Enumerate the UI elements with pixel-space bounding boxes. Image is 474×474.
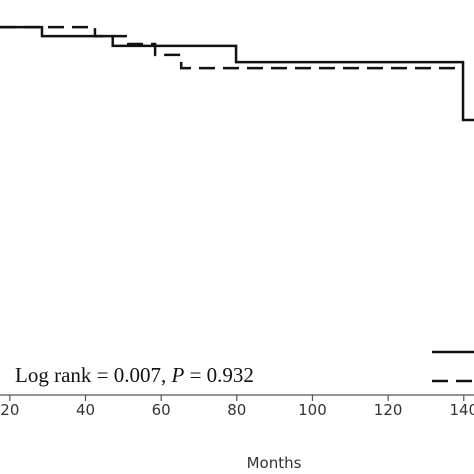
annotation-text: = 0.932 <box>184 363 254 387</box>
x-tick-label: 40 <box>76 401 95 419</box>
x-tick-label: 80 <box>227 401 246 419</box>
x-tick-label: 100 <box>298 401 327 419</box>
survival-curve <box>0 25 474 122</box>
x-tick-label: 60 <box>152 401 171 419</box>
annotation: Log rank = 0.007, P = 0.932 <box>15 363 254 387</box>
x-tick-label: 120 <box>374 401 403 419</box>
x-tick-label: 140 <box>449 401 474 419</box>
annotation-text: P <box>171 363 185 387</box>
annotation-text: Log rank = 0.007, <box>15 363 172 387</box>
x-tick-label: 20 <box>0 401 19 419</box>
survival-curve <box>0 25 456 70</box>
x-axis-label: Months <box>247 454 302 472</box>
